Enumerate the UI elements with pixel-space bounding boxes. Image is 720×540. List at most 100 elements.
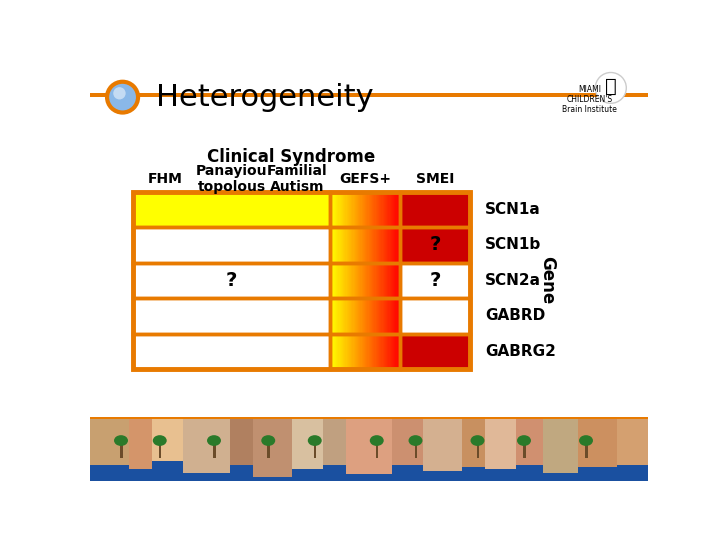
FancyBboxPatch shape <box>343 334 345 369</box>
FancyBboxPatch shape <box>361 298 362 334</box>
Bar <box>330 334 400 369</box>
FancyBboxPatch shape <box>365 298 366 334</box>
FancyBboxPatch shape <box>400 298 469 334</box>
Bar <box>132 262 330 298</box>
FancyBboxPatch shape <box>377 227 378 262</box>
FancyBboxPatch shape <box>391 227 392 262</box>
FancyBboxPatch shape <box>394 298 396 334</box>
FancyBboxPatch shape <box>340 192 341 227</box>
FancyBboxPatch shape <box>373 334 375 369</box>
FancyBboxPatch shape <box>385 192 387 227</box>
Circle shape <box>113 87 126 99</box>
Ellipse shape <box>408 435 423 446</box>
FancyBboxPatch shape <box>384 192 385 227</box>
FancyBboxPatch shape <box>384 298 385 334</box>
FancyBboxPatch shape <box>386 298 387 334</box>
FancyBboxPatch shape <box>342 192 343 227</box>
FancyBboxPatch shape <box>354 227 355 262</box>
FancyBboxPatch shape <box>369 334 370 369</box>
Ellipse shape <box>471 435 485 446</box>
FancyBboxPatch shape <box>373 262 375 298</box>
FancyBboxPatch shape <box>336 227 338 262</box>
FancyBboxPatch shape <box>352 227 354 262</box>
Circle shape <box>595 72 626 103</box>
FancyBboxPatch shape <box>397 334 399 369</box>
FancyBboxPatch shape <box>120 442 122 457</box>
FancyBboxPatch shape <box>351 262 353 298</box>
FancyBboxPatch shape <box>388 262 390 298</box>
FancyBboxPatch shape <box>292 419 323 469</box>
FancyBboxPatch shape <box>366 262 368 298</box>
FancyBboxPatch shape <box>349 227 351 262</box>
FancyBboxPatch shape <box>340 334 341 369</box>
FancyBboxPatch shape <box>342 227 343 262</box>
FancyBboxPatch shape <box>367 262 369 298</box>
FancyBboxPatch shape <box>334 192 336 227</box>
FancyBboxPatch shape <box>617 419 648 465</box>
FancyBboxPatch shape <box>371 262 372 298</box>
FancyBboxPatch shape <box>364 334 366 369</box>
FancyBboxPatch shape <box>369 298 370 334</box>
FancyBboxPatch shape <box>400 334 469 369</box>
FancyBboxPatch shape <box>399 298 400 334</box>
FancyBboxPatch shape <box>351 334 353 369</box>
FancyBboxPatch shape <box>382 298 384 334</box>
FancyBboxPatch shape <box>343 227 345 262</box>
FancyBboxPatch shape <box>335 192 336 227</box>
FancyBboxPatch shape <box>382 262 383 298</box>
FancyBboxPatch shape <box>370 262 372 298</box>
FancyBboxPatch shape <box>382 192 384 227</box>
FancyBboxPatch shape <box>355 334 356 369</box>
FancyBboxPatch shape <box>359 262 361 298</box>
FancyBboxPatch shape <box>333 227 334 262</box>
FancyBboxPatch shape <box>585 442 588 457</box>
FancyBboxPatch shape <box>370 334 372 369</box>
FancyBboxPatch shape <box>334 334 336 369</box>
FancyBboxPatch shape <box>346 227 347 262</box>
Ellipse shape <box>579 435 593 446</box>
FancyBboxPatch shape <box>342 334 343 369</box>
FancyBboxPatch shape <box>382 227 384 262</box>
FancyBboxPatch shape <box>344 298 346 334</box>
FancyBboxPatch shape <box>337 227 339 262</box>
FancyBboxPatch shape <box>391 298 392 334</box>
FancyBboxPatch shape <box>341 334 342 369</box>
FancyBboxPatch shape <box>365 262 366 298</box>
FancyBboxPatch shape <box>366 334 368 369</box>
FancyBboxPatch shape <box>373 298 375 334</box>
FancyBboxPatch shape <box>374 298 376 334</box>
FancyBboxPatch shape <box>344 334 346 369</box>
FancyBboxPatch shape <box>382 192 383 227</box>
FancyBboxPatch shape <box>392 419 423 465</box>
FancyBboxPatch shape <box>356 192 357 227</box>
FancyBboxPatch shape <box>351 298 353 334</box>
FancyBboxPatch shape <box>338 334 340 369</box>
FancyBboxPatch shape <box>393 192 395 227</box>
Ellipse shape <box>207 435 221 446</box>
FancyBboxPatch shape <box>358 227 360 262</box>
FancyBboxPatch shape <box>352 262 354 298</box>
FancyBboxPatch shape <box>358 192 360 227</box>
FancyBboxPatch shape <box>391 334 392 369</box>
FancyBboxPatch shape <box>361 262 363 298</box>
FancyBboxPatch shape <box>338 192 340 227</box>
Bar <box>330 192 400 227</box>
FancyBboxPatch shape <box>333 192 334 227</box>
FancyBboxPatch shape <box>267 442 270 457</box>
FancyBboxPatch shape <box>354 334 355 369</box>
FancyBboxPatch shape <box>380 298 382 334</box>
FancyBboxPatch shape <box>376 298 377 334</box>
FancyBboxPatch shape <box>159 442 161 457</box>
FancyBboxPatch shape <box>387 262 389 298</box>
FancyBboxPatch shape <box>387 298 389 334</box>
FancyBboxPatch shape <box>357 298 359 334</box>
FancyBboxPatch shape <box>380 262 382 298</box>
FancyBboxPatch shape <box>348 334 349 369</box>
FancyBboxPatch shape <box>330 227 332 262</box>
FancyBboxPatch shape <box>415 442 417 457</box>
FancyBboxPatch shape <box>516 419 544 465</box>
FancyBboxPatch shape <box>330 192 332 227</box>
FancyBboxPatch shape <box>132 227 330 262</box>
FancyBboxPatch shape <box>356 227 357 262</box>
FancyBboxPatch shape <box>336 262 338 298</box>
